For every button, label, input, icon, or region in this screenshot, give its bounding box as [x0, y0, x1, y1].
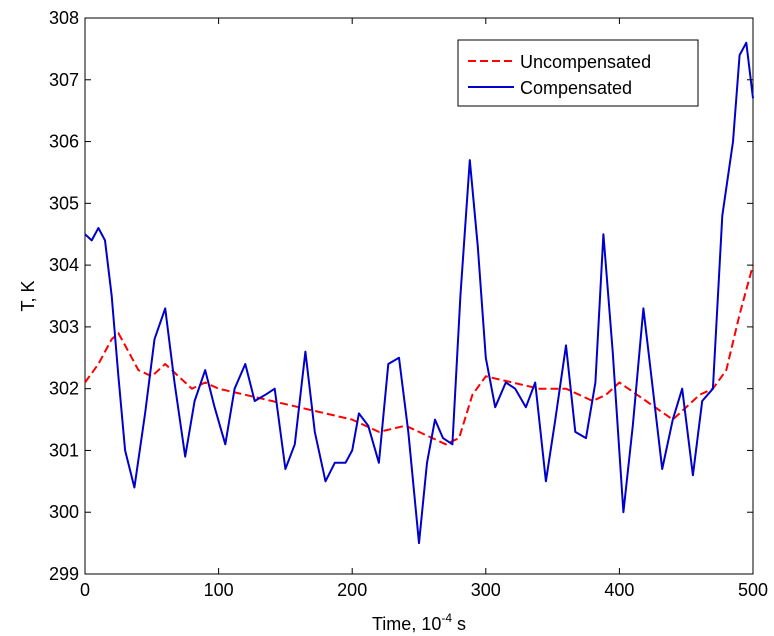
x-tick-label: 100	[204, 580, 234, 600]
y-tick-label: 304	[49, 255, 79, 275]
y-tick-label: 307	[49, 70, 79, 90]
ticks-layer: 0 100 200 300 400 500 299 300 301 302 303 304 305 306…	[49, 8, 768, 600]
series-layer	[84, 41, 754, 545]
plot-area	[84, 17, 754, 575]
y-axis-label: T, K	[18, 280, 38, 311]
x-axis-label-unit: s	[457, 614, 466, 634]
series-line-uncompensated	[84, 264, 754, 446]
x-tick-label: 200	[337, 580, 367, 600]
x-tick-label: 500	[738, 580, 768, 600]
legend-label-uncompensated: Uncompensated	[520, 52, 651, 72]
y-tick-label: 303	[49, 317, 79, 337]
legend: Uncompensated Compensated	[457, 39, 699, 107]
x-tick-label: 300	[471, 580, 501, 600]
x-axis-label: Time, 10-4 s	[372, 611, 466, 634]
y-tick-label: 305	[49, 193, 79, 213]
series-line-compensated	[84, 41, 754, 545]
x-tick-label: 400	[604, 580, 634, 600]
legend-label-compensated: Compensated	[520, 78, 632, 98]
x-axis-label-main: Time, 10	[372, 614, 441, 634]
legend-box	[457, 39, 699, 107]
y-tick-label: 302	[49, 379, 79, 399]
y-tick-label: 301	[49, 440, 79, 460]
x-tick-label: 0	[80, 580, 90, 600]
y-tick-label: 300	[49, 502, 79, 522]
y-tick-label: 306	[49, 132, 79, 152]
x-axis-label-exponent: -4	[441, 611, 452, 625]
y-tick-label: 308	[49, 8, 79, 28]
y-tick-label: 299	[49, 564, 79, 584]
